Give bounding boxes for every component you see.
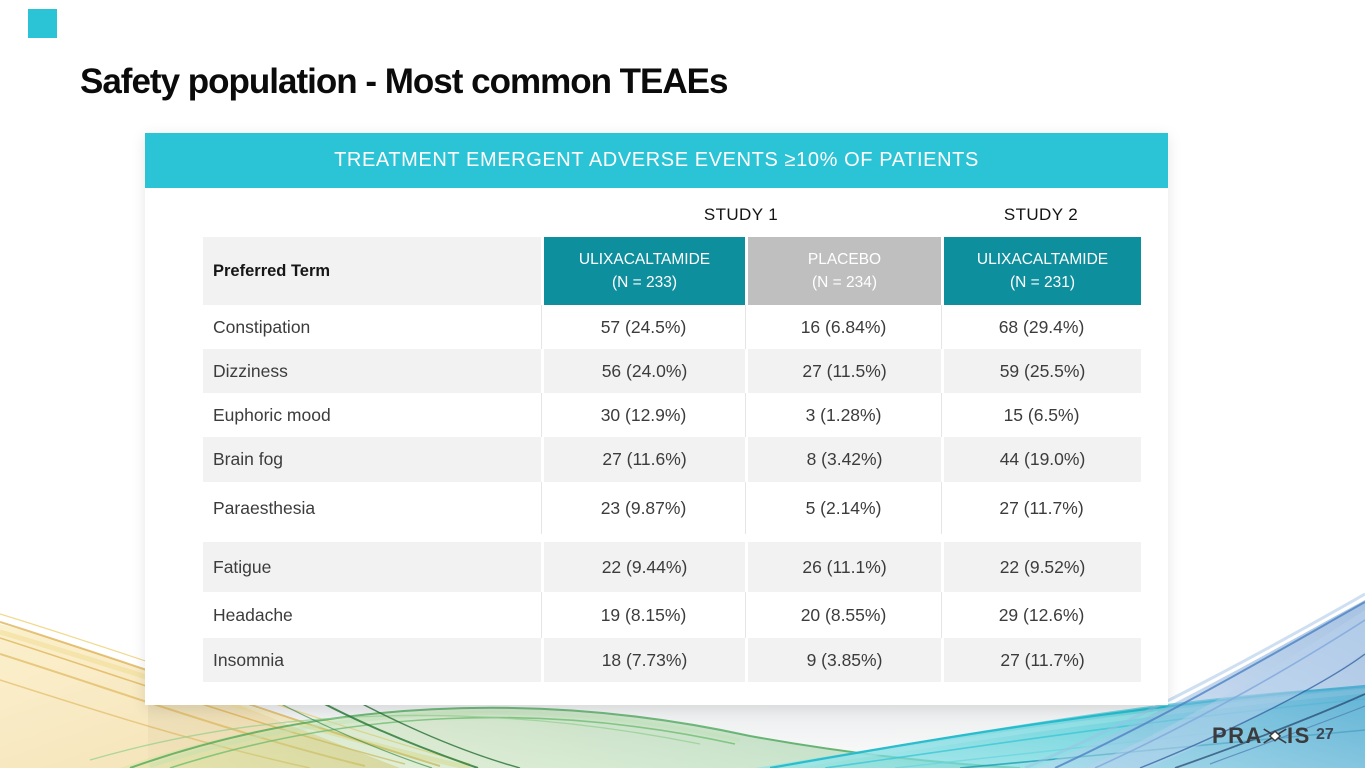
row-value: 30 (12.9%)	[541, 393, 745, 437]
row-value: 9 (3.85%)	[745, 638, 941, 682]
arm-n: (N = 231)	[1009, 274, 1076, 291]
table-row: Brain fog 27 (11.6%) 8 (3.42%) 44 (19.0%…	[203, 437, 1141, 482]
table-body: Constipation 57 (24.5%) 16 (6.84%) 68 (2…	[203, 305, 1141, 682]
row-term: Dizziness	[213, 360, 288, 381]
table-card: TREATMENT EMERGENT ADVERSE EVENTS ≥10% O…	[145, 133, 1168, 705]
row-value: 3 (1.28%)	[745, 393, 941, 437]
study-group-header-row: STUDY 1 STUDY 2	[203, 195, 1141, 235]
arm-n: (N = 233)	[611, 274, 678, 291]
column-header-ulixacaltamide-study2: ULIXACALTAMIDE (N = 231)	[941, 237, 1141, 305]
group-header-study-2: STUDY 2	[1003, 205, 1079, 224]
row-term: Euphoric mood	[213, 404, 331, 425]
table-row: Headache 19 (8.15%) 20 (8.55%) 29 (12.6%…	[203, 592, 1141, 638]
row-value: 15 (6.5%)	[941, 393, 1141, 437]
table-row: Dizziness 56 (24.0%) 27 (11.5%) 59 (25.5…	[203, 349, 1141, 393]
row-value: 26 (11.1%)	[745, 542, 941, 592]
logo-text-pre: PRA	[1212, 723, 1263, 748]
accent-square	[28, 9, 57, 38]
table-row: Insomnia 18 (7.73%) 9 (3.85%) 27 (11.7%)	[203, 638, 1141, 682]
table-row: Paraesthesia 23 (9.87%) 5 (2.14%) 27 (11…	[203, 482, 1141, 534]
page-number: 27	[1316, 726, 1334, 743]
row-value: 57 (24.5%)	[541, 305, 745, 349]
row-value: 8 (3.42%)	[745, 437, 941, 482]
row-value: 56 (24.0%)	[541, 349, 745, 393]
row-term: Fatigue	[213, 556, 272, 577]
row-term: Constipation	[213, 316, 311, 337]
table-row: Constipation 57 (24.5%) 16 (6.84%) 68 (2…	[203, 305, 1141, 349]
row-value: 19 (8.15%)	[541, 592, 745, 638]
praxis-logo: PRA IS	[1212, 721, 1311, 751]
logo-text-post: IS	[1286, 723, 1311, 748]
table-row: Fatigue 22 (9.44%) 26 (11.1%) 22 (9.52%)	[203, 542, 1141, 592]
row-term: Insomnia	[213, 649, 285, 670]
row-term: Headache	[213, 604, 293, 625]
column-header-placebo-study1: PLACEBO (N = 234)	[745, 237, 941, 305]
arm-n: (N = 234)	[811, 274, 878, 291]
row-value: 27 (11.6%)	[541, 437, 745, 482]
row-value: 18 (7.73%)	[541, 638, 745, 682]
arm-name: ULIXACALTAMIDE	[578, 250, 711, 268]
row-term: Paraesthesia	[213, 497, 316, 518]
preferred-term-header: Preferred Term	[203, 237, 541, 305]
column-header-row: Preferred Term ULIXACALTAMIDE (N = 233) …	[203, 237, 1141, 305]
row-value: 27 (11.5%)	[745, 349, 941, 393]
slide-title: Safety population - Most common TEAEs	[80, 62, 728, 101]
arm-name: PLACEBO	[807, 250, 882, 268]
table-banner: TREATMENT EMERGENT ADVERSE EVENTS ≥10% O…	[145, 133, 1168, 188]
table-row: Euphoric mood 30 (12.9%) 3 (1.28%) 15 (6…	[203, 393, 1141, 437]
group-header-spacer	[203, 195, 541, 235]
row-value: 5 (2.14%)	[745, 482, 941, 534]
row-value: 27 (11.7%)	[941, 638, 1141, 682]
row-value: 68 (29.4%)	[941, 305, 1141, 349]
praxis-x-icon	[1263, 728, 1287, 744]
row-value: 22 (9.44%)	[541, 542, 745, 592]
row-value: 16 (6.84%)	[745, 305, 941, 349]
row-value: 29 (12.6%)	[941, 592, 1141, 638]
row-value: 27 (11.7%)	[941, 482, 1141, 534]
arm-name: ULIXACALTAMIDE	[976, 250, 1109, 268]
table-banner-title: TREATMENT EMERGENT ADVERSE EVENTS ≥10% O…	[334, 149, 979, 171]
group-header-study-1: STUDY 1	[703, 205, 779, 224]
row-value: 23 (9.87%)	[541, 482, 745, 534]
row-term: Brain fog	[213, 449, 284, 469]
row-value: 20 (8.55%)	[745, 592, 941, 638]
column-header-ulixacaltamide-study1: ULIXACALTAMIDE (N = 233)	[541, 237, 745, 305]
row-value: 22 (9.52%)	[941, 542, 1141, 592]
row-value: 44 (19.0%)	[941, 437, 1141, 482]
row-value: 59 (25.5%)	[941, 349, 1141, 393]
